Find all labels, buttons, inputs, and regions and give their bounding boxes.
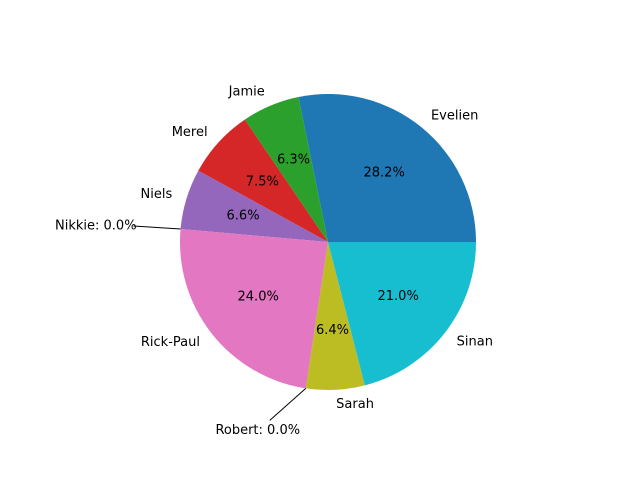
slice-label-evelien: Evelien [431,108,478,123]
slice-label-rick-paul: Rick-Paul [141,335,200,350]
pct-label-rick-paul: 24.0% [238,289,279,304]
pct-label-sinan: 21.0% [378,289,419,304]
slice-label-jamie: Jamie [228,84,265,99]
pct-label-jamie: 6.3% [277,153,310,168]
slice-jamie [244,96,328,242]
slice-niels [180,170,328,242]
slice-merel [198,119,328,242]
slice-label-sarah: Sarah [336,397,374,412]
slice-sinan [328,242,476,386]
leader-line-nikkie [133,225,181,230]
leader-line-robert [269,387,307,421]
pct-label-niels: 6.6% [227,209,260,224]
slice-label-sinan: Sinan [457,334,493,349]
slice-label-niels: Niels [141,187,173,202]
callout-label-robert: Robert: 0.0% [215,423,300,438]
slice-sarah [305,242,365,390]
pct-label-sarah: 6.4% [316,323,349,338]
pct-label-evelien: 28.2% [364,166,405,181]
slice-evelien [298,93,476,242]
slice-rick-paul [179,229,328,389]
pct-label-merel: 7.5% [246,175,279,190]
slice-label-merel: Merel [172,125,208,140]
callout-label-nikkie: Nikkie: 0.0% [55,219,137,234]
